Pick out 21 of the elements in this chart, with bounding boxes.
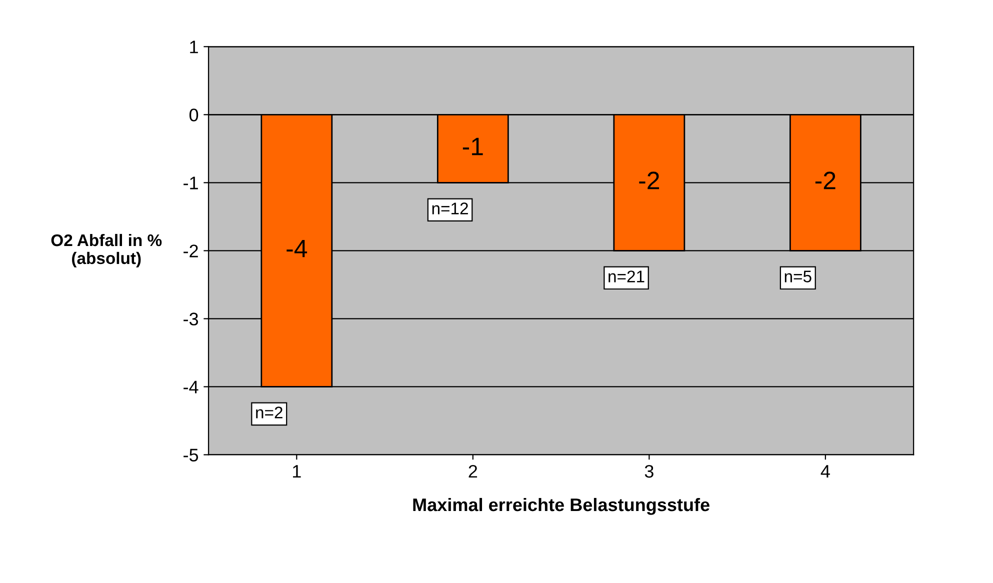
x-tick-label: 2 [468,464,478,478]
data-label: -4 [286,240,308,258]
x-axis-title: Maximal erreichte Belastungsstufe [413,498,710,515]
annotation: n=21 [608,270,644,282]
y-tick-label: -5 [184,448,198,462]
x-tick-label: 4 [820,465,830,478]
y-tick-label: 1 [190,40,198,54]
data-label: -1 [462,138,483,156]
data-label: -2 [815,172,836,190]
y-tick-label: -3 [184,312,198,326]
y-tick-label: 0 [189,108,198,122]
annotation: n=2 [256,406,282,418]
y-tick-label: -1 [184,176,198,190]
y-tick-label: -4 [184,380,198,394]
y-axis-title: O2 Abfall in % (absolut) [51,234,162,268]
x-tick-label: 1 [293,465,301,478]
annotation: n=5 [784,270,812,282]
x-tick-label: 3 [644,464,654,478]
data-label: -2 [639,172,660,190]
y-tick-label: -2 [184,244,198,258]
annotation: n=12 [432,202,468,214]
